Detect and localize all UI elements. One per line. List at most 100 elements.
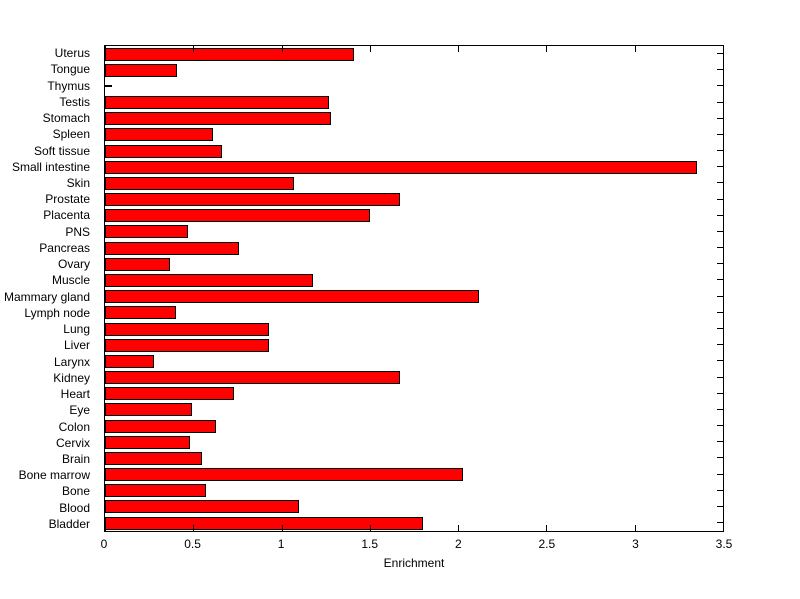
y-tick-right [717,360,723,362]
x-tick-label: 3 [632,537,639,551]
category-label: Blood [59,500,90,515]
bar-row [105,369,723,385]
category-label: Uterus [54,46,90,61]
x-tick-bottom [546,525,548,531]
bar [105,338,270,352]
category-label: Prostate [45,192,90,207]
bar-row [105,289,723,305]
y-tick-right [717,214,723,216]
category-label: Cervix [55,435,90,450]
bar [105,241,240,255]
bar-row [105,192,723,208]
y-tick-right [717,198,723,200]
y-tick-right [717,150,723,152]
y-tick-right [717,247,723,249]
bar [105,290,480,304]
x-tick-top [723,46,724,52]
y-tick-right [717,263,723,265]
y-tick-right [717,344,723,346]
category-label: Tongue [50,62,90,77]
bar [105,225,188,239]
bar [105,387,234,401]
x-axis-tick-labels: 0 0.5 1 1.5 2 2.5 3 3.5 [101,537,733,551]
bar-row [105,515,723,531]
y-tick-right [717,522,723,524]
y-tick-right [717,392,723,394]
x-tick-label: 2 [454,537,462,551]
bar [105,403,192,417]
category-label: Stomach [42,111,90,126]
category-label: Liver [63,338,90,353]
bar [105,209,370,223]
y-tick-right [717,230,723,232]
bar [105,63,178,77]
bar-row [105,111,723,127]
y-tick-right [717,473,723,475]
bar-row [105,305,723,321]
bar [105,144,222,158]
x-tick-label: 2.5 [538,537,556,551]
y-axis-labels: Uterus Tongue Thymus Testis Stomach Spleen Sof… [0,45,97,532]
bar-row [105,386,723,402]
category-label: Eye [69,403,90,418]
bar-row [105,46,723,62]
x-tick-bottom [634,525,636,531]
bar-row [105,224,723,240]
bar-zero-dash [105,85,112,88]
category-label: Bone [61,484,90,499]
category-label: Muscle [51,273,90,288]
category-label: Colon [58,419,90,434]
bar-row [105,62,723,78]
y-tick-right [717,279,723,281]
y-tick-right [717,69,723,71]
category-label: Mammary gland [3,289,90,304]
x-tick-bottom [458,525,460,531]
category-label: Bone marrow [18,468,90,483]
bar-row [105,95,723,111]
x-tick-bottom [281,525,283,531]
bar-row [105,78,723,94]
category-label: Kidney [53,370,90,385]
bars-container [105,46,723,531]
bar [105,160,697,174]
bar-row [105,208,723,224]
bar [105,371,400,385]
bar-row [105,434,723,450]
category-label: PNS [65,224,90,239]
category-label: Placenta [43,208,90,223]
category-label: Small intestine [11,159,90,174]
x-tick-label: 0.5 [184,537,201,551]
x-tick-label: 1.5 [361,537,379,551]
category-label: Spleen [52,127,90,142]
bar [105,435,190,449]
y-tick-right [717,408,723,410]
bar-row [105,353,723,369]
y-tick-right [717,425,723,427]
y-tick-right [717,489,723,491]
x-tick-top [281,46,283,52]
y-tick-right [717,376,723,378]
bar-row [105,337,723,353]
bar [105,112,331,126]
category-label: Heart [60,387,90,402]
x-tick-top [193,46,195,52]
bar-row [105,402,723,418]
plot-area [104,45,724,532]
category-label: Soft tissue [33,143,90,158]
y-tick-right [717,85,723,87]
y-tick-right [717,295,723,297]
bar-row [105,450,723,466]
category-label: Lung [63,322,90,337]
bar-row [105,483,723,499]
bar [105,516,423,530]
y-tick-right [717,133,723,135]
bar-row [105,272,723,288]
y-tick-right [717,182,723,184]
bar-row [105,499,723,515]
bar-row [105,240,723,256]
y-tick-right [717,166,723,168]
x-tick-top [546,46,548,52]
bar [105,193,400,207]
bar-row [105,466,723,482]
